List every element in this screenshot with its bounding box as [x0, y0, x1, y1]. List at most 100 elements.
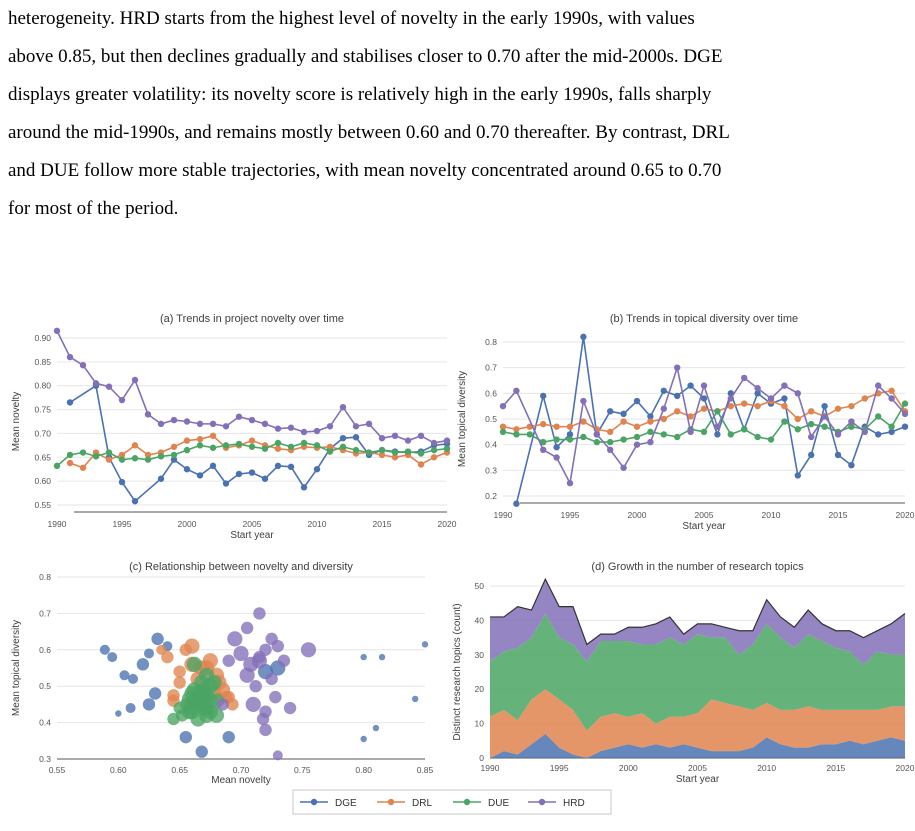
x-axis-label: Start year — [676, 774, 720, 785]
data-point — [540, 420, 547, 428]
y-tick-label: 0.3 — [39, 754, 51, 764]
data-point — [274, 425, 282, 432]
data-point — [861, 395, 868, 402]
y-tick-label: 0.3 — [485, 465, 497, 475]
x-tick-label: 2020 — [896, 763, 915, 773]
series-due — [167, 656, 225, 727]
legend: DGE DRL DUE HRD — [292, 789, 612, 815]
scatter-point — [202, 653, 218, 669]
data-point — [580, 333, 587, 341]
x-tick-label: 1990 — [48, 519, 67, 529]
y-tick-label: 50 — [475, 581, 485, 591]
scatter-point — [216, 698, 229, 711]
data-point — [196, 472, 204, 479]
y-tick-label: 40 — [475, 615, 485, 625]
data-point — [66, 353, 74, 361]
data-point — [794, 426, 801, 433]
data-point — [53, 462, 61, 470]
data-point — [326, 443, 334, 450]
data-point — [580, 418, 587, 425]
data-point — [808, 433, 815, 441]
x-tick-label: 2010 — [308, 519, 327, 529]
legend-item-due: DUE — [453, 798, 509, 809]
data-point — [170, 451, 178, 459]
data-point — [714, 423, 721, 430]
data-point — [553, 436, 560, 443]
y-tick-label: 0.8 — [485, 337, 497, 347]
x-tick-label: 2000 — [178, 519, 197, 529]
scatter-point — [272, 750, 283, 761]
scatter-point — [184, 685, 200, 702]
x-tick-label: 2005 — [243, 519, 262, 529]
data-point — [339, 435, 347, 442]
data-point — [901, 410, 909, 418]
y-tick-label: 0.4 — [485, 440, 497, 450]
scatter-point — [372, 724, 380, 732]
legend-marker — [538, 798, 546, 806]
data-point — [633, 423, 641, 430]
data-point — [687, 428, 694, 436]
scatter-point — [195, 745, 208, 758]
data-point — [848, 462, 855, 469]
y-axis-label: Mean novelty — [11, 392, 22, 451]
data-point — [593, 438, 600, 446]
x-axis-label: Mean novelty — [211, 775, 270, 786]
data-point — [261, 475, 269, 482]
data-point — [105, 449, 113, 456]
scatter-point — [249, 680, 262, 693]
data-point — [808, 420, 815, 428]
data-point — [365, 449, 373, 456]
y-tick-label: 0.5 — [39, 681, 51, 691]
scatter-point — [119, 670, 130, 681]
data-point — [767, 436, 775, 443]
data-point — [580, 433, 587, 441]
data-point — [339, 403, 347, 411]
data-point — [674, 364, 681, 371]
y-axis-label: Mean topical diversity — [11, 620, 22, 716]
scatter-point — [222, 654, 235, 667]
chart-title: (b) Trends in topical diversity over tim… — [610, 313, 798, 325]
data-point — [209, 462, 217, 470]
data-point — [714, 408, 721, 415]
x-tick-label: 2015 — [826, 763, 845, 773]
y-tick-label: 0.65 — [34, 452, 51, 462]
data-point — [754, 433, 761, 441]
data-point — [888, 395, 895, 402]
data-point — [861, 428, 868, 436]
body-paragraph: heterogeneity. HRD starts from the highe… — [8, 0, 908, 228]
data-point — [352, 423, 360, 430]
scatter-point — [277, 654, 291, 667]
data-point — [620, 464, 627, 471]
data-point — [196, 442, 204, 449]
x-tick-label: 0.70 — [233, 765, 250, 775]
scatter-point — [253, 607, 266, 620]
x-axis-label: Start year — [682, 521, 726, 532]
data-point — [526, 431, 533, 438]
data-point — [821, 402, 828, 410]
data-point — [633, 433, 641, 441]
data-point — [513, 431, 520, 438]
data-point — [287, 424, 295, 431]
chart-title: (a) Trends in project novelty over time — [160, 313, 344, 325]
data-point — [430, 439, 438, 447]
data-point — [170, 456, 178, 463]
x-tick-label: 2015 — [829, 510, 848, 520]
data-point — [66, 399, 74, 406]
data-point — [183, 446, 191, 454]
data-point — [727, 431, 734, 438]
data-point — [660, 387, 667, 394]
scatter-point — [233, 645, 249, 662]
data-point — [660, 415, 667, 423]
data-point — [540, 446, 547, 453]
data-point — [607, 408, 614, 415]
data-point — [620, 418, 627, 425]
data-point — [700, 395, 708, 402]
data-point — [430, 454, 438, 461]
series-hrd — [216, 607, 317, 761]
y-tick-label: 30 — [475, 650, 485, 660]
data-point — [274, 439, 282, 447]
data-point — [513, 387, 520, 394]
data-point — [209, 420, 217, 428]
data-point — [326, 448, 334, 455]
data-point — [633, 397, 641, 405]
